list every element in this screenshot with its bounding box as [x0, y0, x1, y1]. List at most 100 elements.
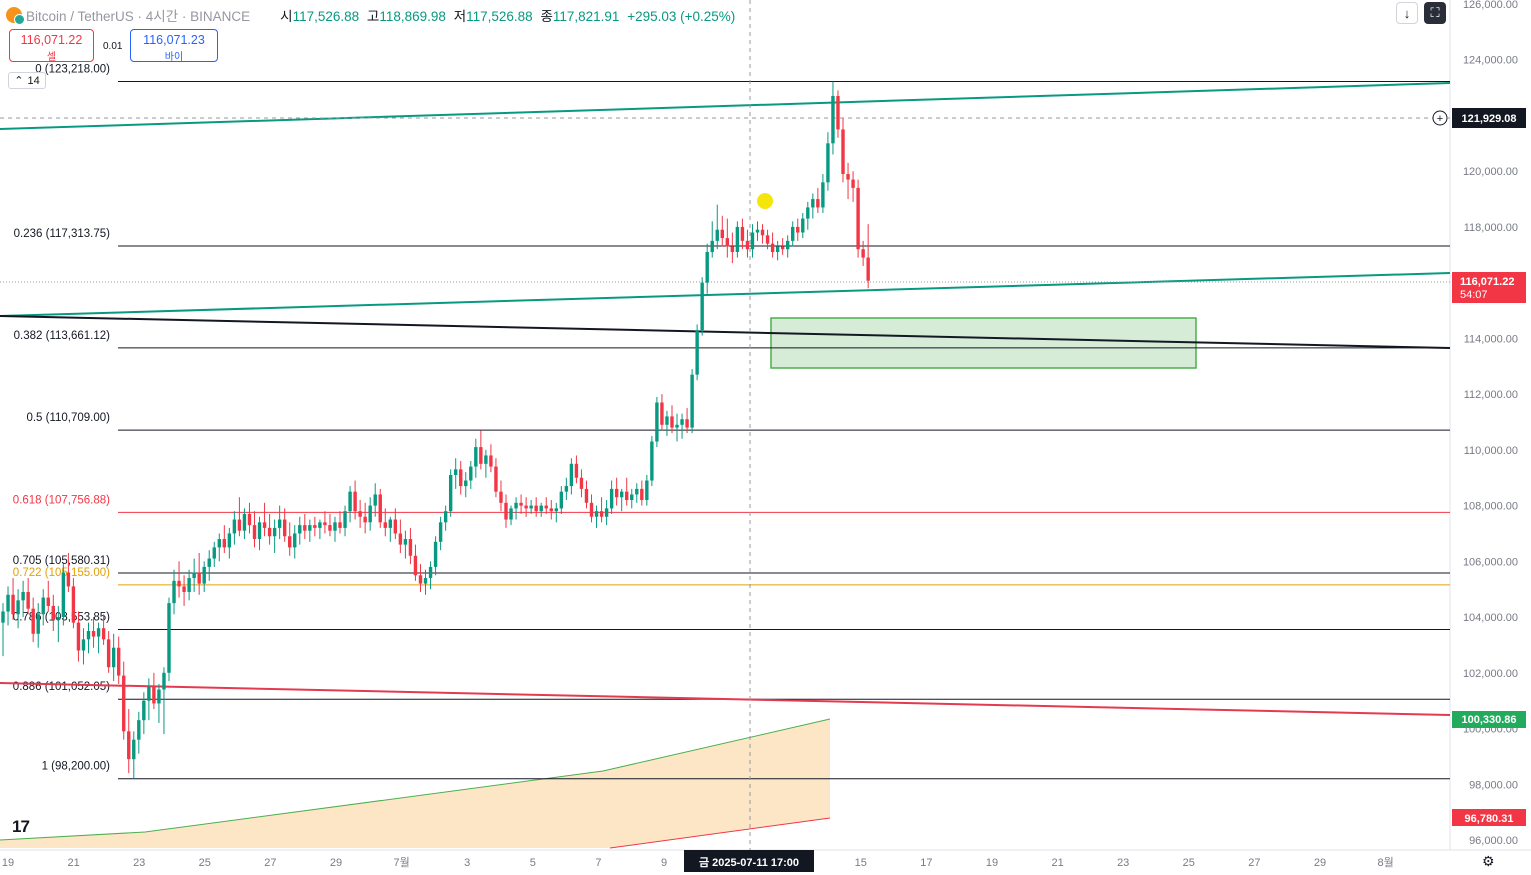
candle[interactable]	[640, 480, 644, 506]
candle[interactable]	[21, 580, 25, 618]
candle[interactable]	[534, 497, 538, 517]
candle[interactable]	[408, 527, 413, 565]
candle[interactable]	[11, 578, 15, 620]
candle[interactable]	[348, 486, 352, 523]
candle[interactable]	[393, 508, 398, 540]
candle[interactable]	[479, 430, 483, 470]
candle[interactable]	[6, 586, 10, 626]
candle[interactable]	[499, 480, 503, 512]
candle[interactable]	[770, 232, 775, 258]
candle[interactable]	[705, 243, 709, 294]
candle[interactable]	[288, 522, 292, 556]
candle[interactable]	[363, 502, 367, 534]
candle[interactable]	[303, 513, 307, 540]
candle[interactable]	[780, 238, 785, 255]
candle[interactable]	[650, 435, 654, 487]
fib-retracement[interactable]: 0 (123,218.00) 0.236 (117,313.75) 0.382 (1…	[13, 64, 1450, 780]
candle[interactable]	[132, 731, 136, 779]
candle[interactable]	[217, 533, 221, 562]
candle[interactable]	[182, 575, 186, 606]
candle[interactable]	[755, 221, 760, 241]
candle[interactable]	[665, 410, 669, 436]
candle[interactable]	[579, 469, 584, 498]
candle[interactable]	[464, 472, 468, 498]
candle[interactable]	[418, 564, 423, 592]
candle[interactable]	[433, 536, 438, 576]
candle[interactable]	[383, 508, 387, 537]
candle[interactable]	[36, 603, 40, 648]
candle[interactable]	[338, 511, 342, 534]
candle[interactable]	[167, 597, 171, 682]
candle[interactable]	[177, 561, 181, 598]
candle[interactable]	[403, 530, 408, 559]
candle[interactable]	[318, 519, 322, 540]
candle[interactable]	[821, 173, 825, 213]
candle[interactable]	[569, 458, 574, 495]
candle[interactable]	[116, 636, 121, 684]
candle[interactable]	[142, 692, 146, 735]
candle[interactable]	[438, 516, 443, 551]
candle[interactable]	[106, 631, 111, 673]
candle[interactable]	[645, 474, 649, 506]
candle[interactable]	[247, 502, 252, 534]
candle[interactable]	[730, 232, 735, 264]
candle[interactable]	[101, 614, 106, 645]
candle[interactable]	[111, 633, 116, 682]
candle[interactable]	[509, 505, 513, 526]
candle[interactable]	[423, 569, 428, 595]
candle[interactable]	[76, 611, 81, 662]
candle[interactable]	[785, 235, 790, 258]
candle[interactable]	[750, 224, 755, 258]
candle[interactable]	[358, 500, 362, 528]
candle[interactable]	[710, 221, 714, 258]
settings-icon[interactable]: ⚙	[1482, 853, 1495, 869]
channel-upper-trendline[interactable]	[0, 82, 1451, 130]
candle[interactable]	[574, 455, 579, 484]
add-alert-icon[interactable]	[1432, 110, 1448, 126]
candle[interactable]	[257, 516, 262, 551]
candle[interactable]	[609, 480, 614, 514]
candle[interactable]	[831, 81, 835, 155]
candle[interactable]	[333, 516, 337, 542]
candle[interactable]	[625, 477, 629, 506]
candle[interactable]	[489, 444, 493, 473]
candle[interactable]	[96, 622, 101, 654]
candle[interactable]	[589, 494, 594, 523]
candle[interactable]	[237, 497, 242, 537]
candle[interactable]	[584, 480, 589, 509]
candle[interactable]	[851, 171, 855, 202]
candle[interactable]	[811, 193, 815, 219]
candle[interactable]	[680, 413, 684, 439]
candle[interactable]	[670, 405, 674, 434]
candle[interactable]	[413, 544, 418, 581]
candle[interactable]	[594, 505, 599, 528]
candle[interactable]	[162, 667, 166, 735]
candle[interactable]	[207, 550, 211, 581]
candle[interactable]	[61, 564, 66, 626]
candle[interactable]	[443, 505, 448, 531]
candle[interactable]	[454, 458, 458, 489]
candle[interactable]	[775, 240, 780, 261]
candle[interactable]	[524, 497, 528, 517]
candle[interactable]	[313, 516, 317, 537]
candle[interactable]	[745, 229, 750, 258]
candle[interactable]	[242, 508, 247, 540]
candle[interactable]	[192, 558, 196, 592]
candle[interactable]	[66, 552, 71, 592]
candle[interactable]	[690, 369, 694, 434]
candle[interactable]	[856, 179, 860, 258]
candle[interactable]	[655, 396, 659, 448]
candle[interactable]	[484, 449, 488, 478]
candle[interactable]	[212, 541, 216, 567]
candle[interactable]	[559, 486, 564, 514]
candle[interactable]	[841, 118, 845, 183]
candle[interactable]	[720, 215, 724, 247]
candle[interactable]	[514, 497, 518, 520]
candle[interactable]	[459, 461, 463, 495]
candle[interactable]	[660, 394, 664, 431]
candle[interactable]	[282, 508, 287, 542]
candle[interactable]	[554, 502, 558, 523]
candle[interactable]	[86, 622, 91, 654]
candle[interactable]	[866, 224, 870, 289]
